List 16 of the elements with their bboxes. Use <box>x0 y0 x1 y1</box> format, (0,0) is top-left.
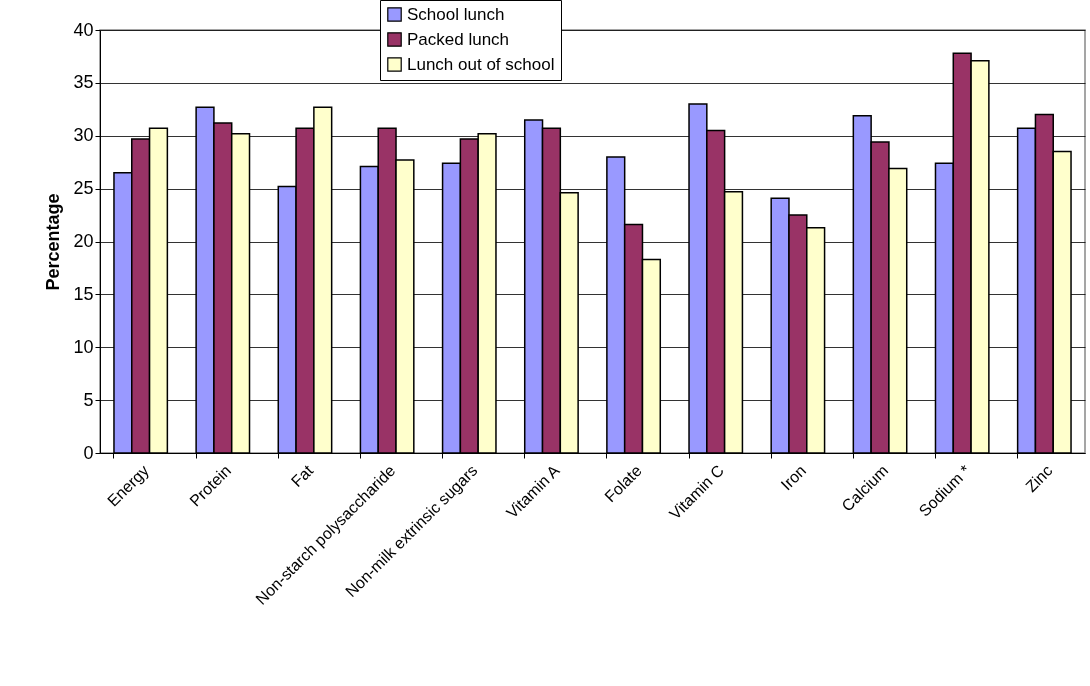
legend-label: Packed lunch <box>407 29 510 49</box>
legend-label: School lunch <box>407 4 505 24</box>
y-tick-label: 5 <box>83 389 94 410</box>
y-axis-title: Percentage <box>43 193 64 291</box>
y-tick-label: 25 <box>73 178 94 199</box>
y-tick-label: 20 <box>73 231 94 251</box>
x-tick-label: Zinc <box>1022 461 1056 496</box>
y-tick-label: 10 <box>73 336 94 357</box>
y-tick-label: 15 <box>73 283 94 304</box>
x-tick-label: Iron <box>777 461 810 494</box>
legend-label: Lunch out of school <box>407 54 555 74</box>
x-tick-label: Fat <box>287 461 317 491</box>
y-tick-label: 30 <box>73 125 94 146</box>
y-tick-label: 0 <box>83 442 94 463</box>
y-tick-label: 40 <box>73 19 94 40</box>
y-tick-label: 35 <box>73 72 94 93</box>
